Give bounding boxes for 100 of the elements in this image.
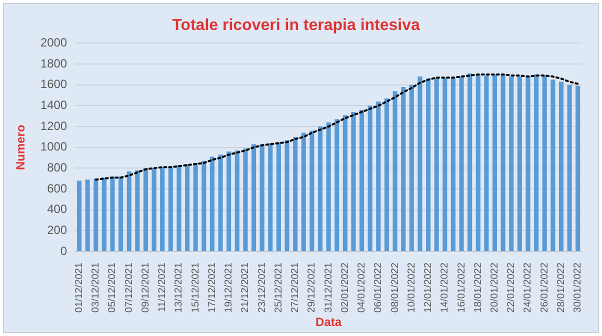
bar xyxy=(152,168,156,252)
bar xyxy=(94,178,98,252)
x-tick-label: 21/12/2021 xyxy=(240,262,252,313)
x-tick-label: 30/01/2022 xyxy=(572,262,584,313)
bar xyxy=(276,142,281,252)
bar xyxy=(368,106,372,252)
bar xyxy=(517,76,522,252)
bar xyxy=(484,75,489,252)
x-tick-label: 05/12/2021 xyxy=(107,262,118,313)
bar xyxy=(268,143,273,252)
bar xyxy=(342,115,348,252)
x-tick-label: 11/12/2021 xyxy=(157,262,168,312)
bar xyxy=(426,78,431,252)
x-axis-title: Data xyxy=(316,315,342,330)
bar xyxy=(168,167,173,252)
bar xyxy=(418,76,422,252)
y-tick-label: 2000 xyxy=(40,36,68,50)
chart-title: Totale ricoveri in terapia intesiva xyxy=(172,17,420,34)
x-tick-label: 16/01/2022 xyxy=(456,262,468,313)
x-tick-label: 15/12/2021 xyxy=(190,262,202,313)
y-tick-label: 1800 xyxy=(40,56,68,70)
bar xyxy=(509,76,514,252)
x-tick-label: 29/12/2021 xyxy=(306,262,318,313)
bar xyxy=(118,176,124,252)
bar xyxy=(202,160,206,252)
bar xyxy=(76,180,82,252)
bar xyxy=(542,75,547,252)
y-tick-label: 600 xyxy=(47,181,68,196)
bar xyxy=(326,122,331,252)
line-series xyxy=(94,73,579,181)
bar xyxy=(526,76,530,252)
bar xyxy=(218,154,223,252)
x-tick-label: 23/12/2021 xyxy=(256,262,268,313)
y-tick-label: 1400 xyxy=(40,98,68,112)
bar xyxy=(226,152,232,252)
bar xyxy=(85,180,90,252)
x-tick-label: 24/01/2022 xyxy=(522,262,534,313)
x-tick-label: 06/01/2022 xyxy=(373,262,384,313)
y-tick-label: 1200 xyxy=(40,118,68,133)
bar xyxy=(534,74,539,252)
bar xyxy=(251,144,256,252)
bar xyxy=(459,76,464,252)
bar xyxy=(318,126,323,252)
bar xyxy=(260,144,264,252)
x-tick-label: 07/12/2021 xyxy=(124,262,135,313)
y-tick-label: 800 xyxy=(47,160,68,175)
x-tick-label: 14/01/2022 xyxy=(440,262,451,313)
x-tick-label: 17/12/2021 xyxy=(206,262,218,313)
x-tick-label: 27/12/2021 xyxy=(290,262,302,313)
bar xyxy=(243,148,248,252)
y-tick-label: 1000 xyxy=(40,140,68,154)
y-tick-label: 0 xyxy=(60,244,68,258)
bar xyxy=(293,136,298,252)
bar xyxy=(401,86,406,252)
bar xyxy=(468,73,472,252)
x-tick-label: 28/01/2022 xyxy=(556,262,567,313)
bar xyxy=(110,176,115,252)
bar xyxy=(376,102,381,252)
x-tick-label: 25/12/2021 xyxy=(273,262,284,313)
bar xyxy=(351,112,356,252)
bar xyxy=(334,119,340,252)
x-tick-label: 26/01/2022 xyxy=(539,262,550,313)
x-tick-label: 03/12/2021 xyxy=(90,262,102,313)
bar xyxy=(126,171,132,252)
x-tick-label: 02/01/2022 xyxy=(340,262,351,313)
bar xyxy=(567,84,572,252)
bar xyxy=(392,91,398,252)
x-tick-label: 12/01/2022 xyxy=(423,262,434,313)
bar xyxy=(310,130,314,252)
y-tick-label: 1600 xyxy=(40,77,68,92)
bar xyxy=(476,74,480,252)
bar xyxy=(160,167,165,252)
x-tick-label: 09/12/2021 xyxy=(140,262,152,313)
bar xyxy=(184,164,190,252)
bar xyxy=(550,80,556,252)
bar xyxy=(234,150,240,252)
x-tick-label: 01/12/2021 xyxy=(74,262,85,313)
x-tick-label: 13/12/2021 xyxy=(174,262,185,313)
x-tick-label: 22/01/2022 xyxy=(506,262,518,313)
bar xyxy=(135,170,140,252)
bar xyxy=(102,178,106,252)
bar xyxy=(210,156,214,252)
bar xyxy=(434,78,439,252)
bar xyxy=(360,110,364,252)
bar xyxy=(301,132,306,252)
bar xyxy=(576,86,580,252)
bar xyxy=(193,163,198,252)
x-tick-label: 19/12/2021 xyxy=(224,262,235,313)
bar xyxy=(450,78,456,252)
bar xyxy=(143,168,148,252)
y-axis-title: Numero xyxy=(14,124,28,170)
bar xyxy=(284,140,290,252)
bar xyxy=(409,84,414,252)
bar xyxy=(500,74,506,252)
x-tick-label: 08/01/2022 xyxy=(390,262,401,313)
bar xyxy=(442,78,448,252)
bar xyxy=(384,98,390,252)
bar xyxy=(492,74,498,252)
bar xyxy=(558,82,564,252)
x-tick-label: 20/01/2022 xyxy=(489,262,500,313)
